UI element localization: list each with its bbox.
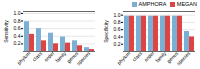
svg-text:order: order [42, 50, 56, 63]
svg-text:0.8: 0.8 [14, 18, 21, 24]
html-text:MEGAN: MEGAN [176, 1, 197, 7]
svg-text:0.4: 0.4 [114, 34, 121, 40]
svg-text:phylum: phylum [116, 50, 132, 66]
svg-text:0.2: 0.2 [114, 41, 121, 47]
svg-text:1.0: 1.0 [114, 12, 121, 18]
svg-text:phylum: phylum [16, 50, 32, 66]
svg-text:genus: genus [165, 50, 180, 64]
svg-text:0.4: 0.4 [14, 33, 21, 39]
svg-text:species: species [75, 50, 92, 67]
svg-text:genus: genus [65, 50, 80, 64]
svg-text:Sensitivity: Sensitivity [3, 20, 9, 43]
svg-text:order: order [142, 50, 156, 63]
svg-text:1.0: 1.0 [14, 10, 21, 16]
html-text:AMPHORA: AMPHORA [138, 1, 167, 7]
svg-text:0.6: 0.6 [14, 25, 21, 31]
svg-text:0.8: 0.8 [114, 19, 121, 25]
svg-text:class: class [131, 50, 144, 63]
svg-text:family: family [154, 50, 168, 64]
svg-text:Specificity: Specificity [103, 20, 109, 43]
svg-text:species: species [175, 50, 192, 67]
svg-text:class: class [31, 50, 44, 63]
svg-text:0.6: 0.6 [114, 26, 121, 32]
svg-text:family: family [54, 50, 68, 64]
svg-text:0.2: 0.2 [14, 40, 21, 46]
